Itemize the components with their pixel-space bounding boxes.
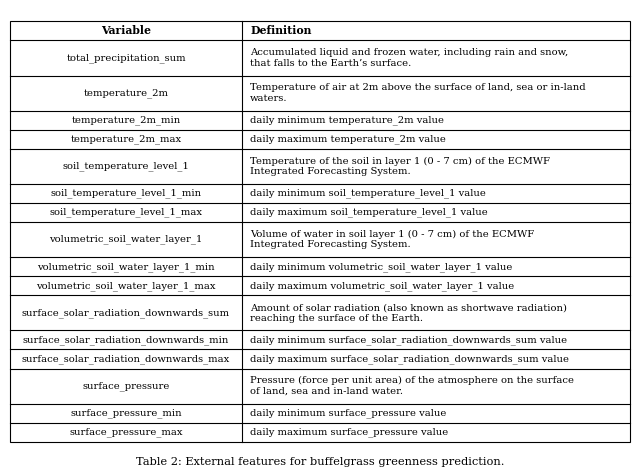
Text: Variable: Variable [101,25,151,36]
Text: waters.: waters. [250,94,287,103]
Text: Integrated Forecasting System.: Integrated Forecasting System. [250,167,411,176]
Text: soil_temperature_level_1: soil_temperature_level_1 [63,162,189,171]
Text: daily maximum volumetric_soil_water_layer_1 value: daily maximum volumetric_soil_water_laye… [250,281,515,291]
Text: volumetric_soil_water_layer_1_max: volumetric_soil_water_layer_1_max [36,281,216,291]
Text: temperature_2m_max: temperature_2m_max [70,135,182,144]
Text: daily minimum temperature_2m value: daily minimum temperature_2m value [250,115,444,125]
Text: Temperature of the soil in layer 1 (0 - 7 cm) of the ECMWF: Temperature of the soil in layer 1 (0 - … [250,156,550,165]
Text: volumetric_soil_water_layer_1: volumetric_soil_water_layer_1 [49,235,203,245]
Text: daily maximum temperature_2m value: daily maximum temperature_2m value [250,135,446,144]
Text: Definition: Definition [250,25,312,36]
Text: volumetric_soil_water_layer_1_min: volumetric_soil_water_layer_1_min [37,262,215,272]
Text: temperature_2m_min: temperature_2m_min [72,115,180,125]
Text: Integrated Forecasting System.: Integrated Forecasting System. [250,240,411,249]
Text: surface_solar_radiation_downwards_sum: surface_solar_radiation_downwards_sum [22,308,230,318]
Text: daily maximum surface_pressure value: daily maximum surface_pressure value [250,428,449,437]
Text: surface_solar_radiation_downwards_max: surface_solar_radiation_downwards_max [22,354,230,364]
Text: soil_temperature_level_1_min: soil_temperature_level_1_min [51,189,202,198]
Text: daily minimum soil_temperature_level_1 value: daily minimum soil_temperature_level_1 v… [250,189,486,198]
Text: surface_pressure_min: surface_pressure_min [70,409,182,418]
Text: total_precipitation_sum: total_precipitation_sum [66,53,186,63]
Text: surface_pressure_max: surface_pressure_max [69,428,183,437]
Text: Accumulated liquid and frozen water, including rain and snow,: Accumulated liquid and frozen water, inc… [250,48,568,57]
Text: reaching the surface of the Earth.: reaching the surface of the Earth. [250,314,423,323]
Text: temperature_2m: temperature_2m [83,88,168,98]
Text: soil_temperature_level_1_max: soil_temperature_level_1_max [49,208,202,218]
Text: daily maximum soil_temperature_level_1 value: daily maximum soil_temperature_level_1 v… [250,208,488,218]
Text: that falls to the Earth’s surface.: that falls to the Earth’s surface. [250,59,412,68]
Text: daily minimum surface_solar_radiation_downwards_sum value: daily minimum surface_solar_radiation_do… [250,335,567,345]
Text: surface_solar_radiation_downwards_min: surface_solar_radiation_downwards_min [23,335,229,345]
Text: Pressure (force per unit area) of the atmosphere on the surface: Pressure (force per unit area) of the at… [250,376,574,385]
Text: Volume of water in soil layer 1 (0 - 7 cm) of the ECMWF: Volume of water in soil layer 1 (0 - 7 c… [250,230,534,239]
Text: daily minimum surface_pressure value: daily minimum surface_pressure value [250,409,447,418]
Text: daily minimum volumetric_soil_water_layer_1 value: daily minimum volumetric_soil_water_laye… [250,262,513,272]
Text: surface_pressure: surface_pressure [83,381,170,391]
Text: of land, sea and in-land water.: of land, sea and in-land water. [250,387,403,396]
Text: daily maximum surface_solar_radiation_downwards_sum value: daily maximum surface_solar_radiation_do… [250,354,569,364]
Text: Table 2: External features for buffelgrass greenness prediction.: Table 2: External features for buffelgra… [136,456,504,467]
Text: Amount of solar radiation (also known as shortwave radiation): Amount of solar radiation (also known as… [250,303,567,312]
Text: Temperature of air at 2m above the surface of land, sea or in-land: Temperature of air at 2m above the surfa… [250,83,586,92]
